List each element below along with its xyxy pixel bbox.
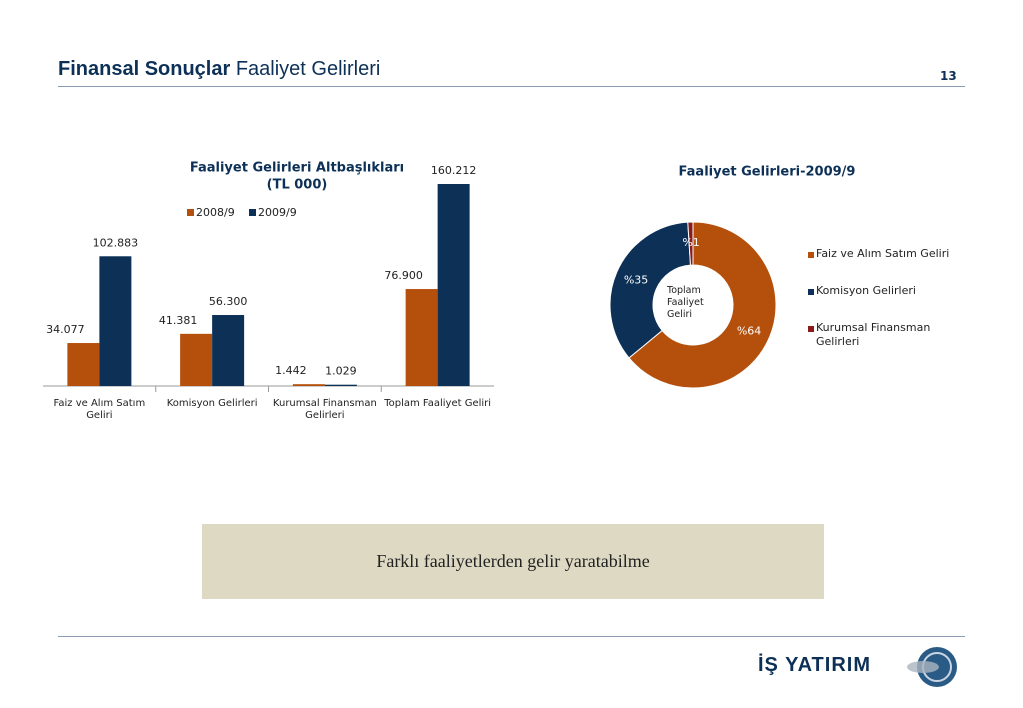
title-bold: Finansal Sonuçlar: [58, 58, 231, 80]
x-tick-label-box: Faiz ve Alım Satım Geliri: [53, 398, 146, 421]
legend-label-box: Kurumsal Finansman Gelirleri: [816, 321, 931, 348]
legend-label-box: Komisyon Gelirleri: [816, 284, 916, 297]
value-label: %64: [737, 324, 761, 337]
bar: [405, 289, 438, 386]
chart-title: Faaliyet Gelirleri-2009/9: [679, 165, 856, 180]
x-tick-label-box: Kurumsal Finansman Gelirleri: [272, 398, 377, 421]
center-label: Toplam Faaliyet Geliri: [667, 285, 704, 320]
legend-label: 2009/9: [258, 206, 297, 219]
legend-swatch: [249, 209, 256, 216]
legend-swatch: [187, 209, 194, 216]
legend-label: Komisyon Gelirleri: [816, 284, 916, 297]
pie-slice: [628, 221, 777, 389]
legend-label: Faiz ve Alım Satım Geliri: [816, 247, 950, 260]
legend-swatch: [808, 289, 814, 295]
pie-slice: [687, 221, 694, 266]
value-label: 160.212: [431, 164, 477, 177]
value-label: 1.442: [275, 364, 307, 377]
chart-title: Faaliyet Gelirleri Altbaşlıkları: [190, 161, 404, 176]
pie-slice: [609, 221, 692, 359]
x-tick-label: Kurumsal Finansman Gelirleri: [272, 398, 377, 421]
value-label: 56.300: [209, 295, 248, 308]
legend-label: 2008/9: [196, 206, 235, 219]
logo-text: İŞ YATIRIM: [758, 654, 871, 676]
slide-title: Finansal Sonuçlar Faaliyet Gelirleri: [58, 58, 380, 81]
value-label: %1: [682, 236, 699, 249]
bar: [67, 343, 100, 386]
logo-mark: [907, 647, 957, 687]
bar: [324, 384, 357, 386]
bar: [99, 256, 132, 386]
bar: [180, 333, 213, 386]
value-label: %35: [624, 273, 648, 286]
title-rest: Faaliyet Gelirleri: [235, 58, 381, 80]
callout: Farklı faaliyetlerden gelir yaratabilme: [202, 524, 824, 599]
footer-rule: [58, 636, 965, 637]
bar: [212, 315, 245, 386]
bar: [292, 384, 325, 386]
value-label: 102.883: [93, 236, 139, 249]
x-tick-label-box: Komisyon Gelirleri: [166, 398, 258, 409]
chart-subtitle: (TL 000): [267, 178, 328, 193]
legend-label-box: Faiz ve Alım Satım Geliri: [816, 247, 950, 260]
x-tick-label: Faiz ve Alım Satım Geliri: [53, 398, 146, 421]
logo-swoosh: [907, 661, 939, 673]
x-tick-label: Toplam Faaliyet Geliri: [384, 398, 492, 409]
center-label-box: Toplam Faaliyet Geliri: [667, 285, 704, 320]
value-label: 76.900: [384, 269, 423, 282]
legend-swatch: [808, 252, 814, 258]
charts: Faaliyet Gelirleri Altbaşlıkları (TL 000)…: [43, 161, 950, 421]
x-tick-label: Komisyon Gelirleri: [166, 398, 258, 409]
bar: [437, 184, 470, 386]
legend-label: Kurumsal Finansman Gelirleri: [816, 321, 931, 348]
value-label: 41.381: [159, 314, 198, 327]
legend-swatch: [808, 326, 814, 332]
header-rule: [58, 86, 965, 87]
value-label: 34.077: [46, 323, 85, 336]
value-label: 1.029: [325, 365, 357, 378]
x-tick-label-box: Toplam Faaliyet Geliri: [384, 398, 492, 409]
page-number: 13: [940, 69, 957, 83]
